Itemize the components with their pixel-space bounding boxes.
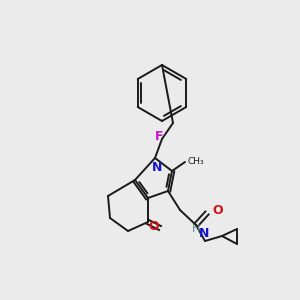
Text: N: N (199, 227, 209, 240)
Text: H: H (192, 224, 200, 234)
Text: O: O (212, 205, 223, 218)
Text: O: O (149, 220, 159, 233)
Text: CH₃: CH₃ (188, 157, 205, 166)
Text: N: N (152, 161, 162, 174)
Text: F: F (155, 130, 163, 143)
